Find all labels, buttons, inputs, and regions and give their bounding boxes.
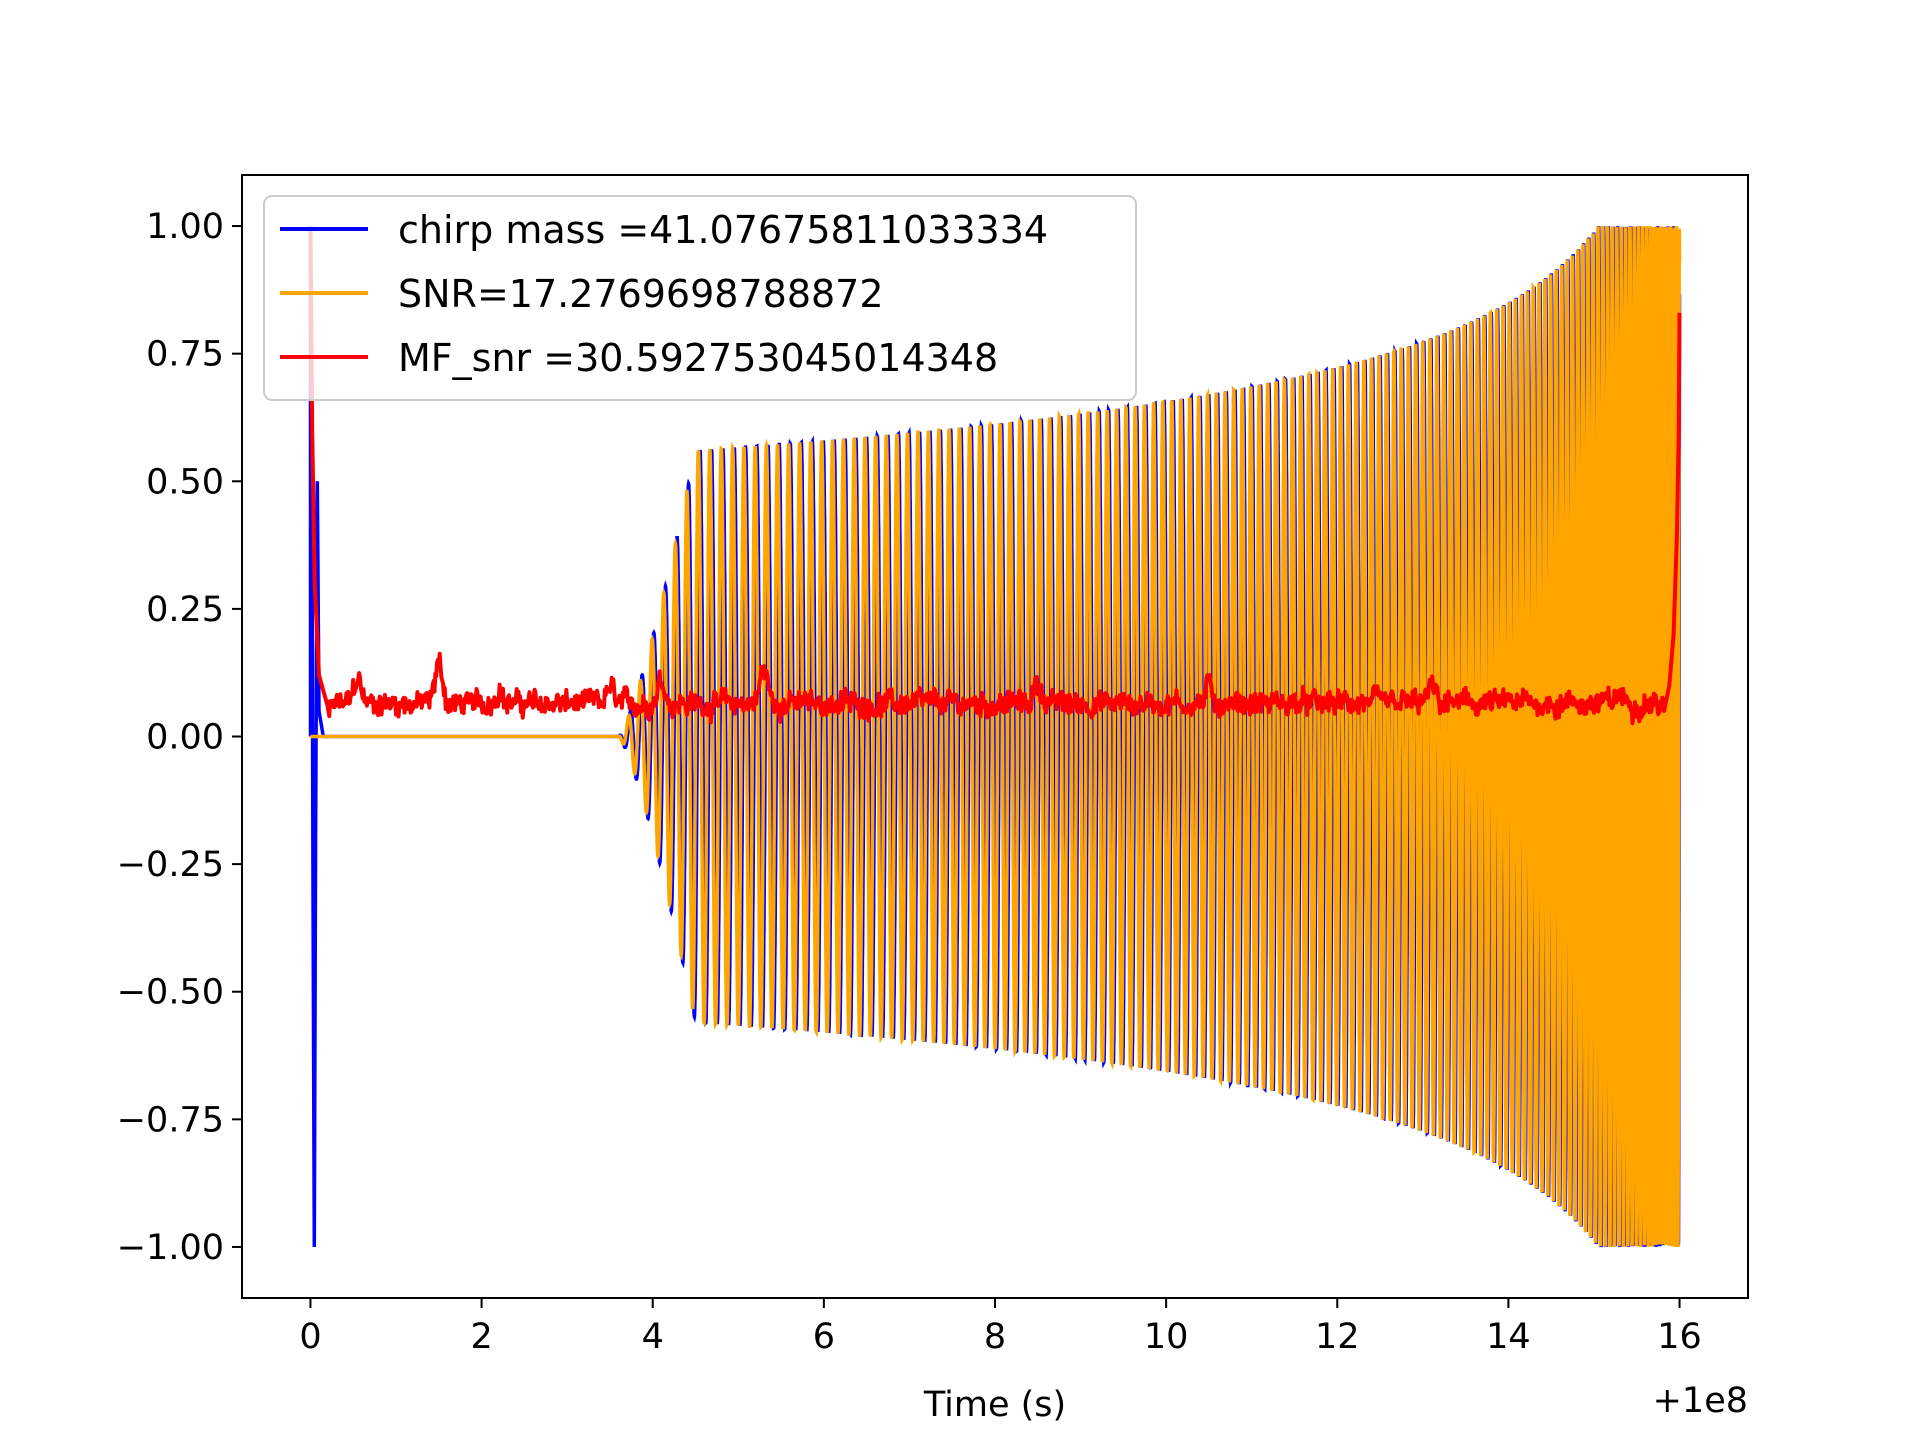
x-tick-label: 8 bbox=[984, 1317, 1006, 1357]
legend-entry-chirp-mass: chirp mass =41.07675811033334 bbox=[398, 208, 1048, 252]
series-line-snr bbox=[310, 225, 1682, 1248]
y-tick-label: −1.00 bbox=[117, 1228, 224, 1268]
y-tick-label: −0.25 bbox=[117, 845, 224, 885]
series-layer bbox=[308, 225, 1682, 1248]
x-offset-label: +1e8 bbox=[1653, 1381, 1748, 1421]
y-tick-label: 0.00 bbox=[146, 718, 224, 758]
series-line-mf-snr bbox=[308, 225, 1682, 726]
x-tick-label: 10 bbox=[1144, 1317, 1189, 1357]
legend-box bbox=[263, 195, 1137, 401]
ticks-layer: 0 2 4 6 8 10 12 14 16 1.00 0.75 0.50 0.25 0.00 −0.25 −0… bbox=[117, 207, 1702, 1357]
y-tick-label: 0.75 bbox=[146, 335, 224, 375]
y-tick-label: 0.25 bbox=[146, 590, 224, 630]
x-tick-label: 0 bbox=[299, 1317, 321, 1357]
x-tick-label: 2 bbox=[470, 1317, 492, 1357]
x-tick-label: 12 bbox=[1315, 1317, 1360, 1357]
x-tick-label: 16 bbox=[1657, 1317, 1702, 1357]
y-tick-label: 0.50 bbox=[146, 462, 224, 502]
y-tick-label: 1.00 bbox=[146, 207, 224, 247]
y-tick-label: −0.50 bbox=[117, 973, 224, 1013]
legend-entry-snr: SNR=17.2769698788872 bbox=[398, 272, 884, 316]
x-tick-label: 4 bbox=[642, 1317, 664, 1357]
x-axis-label: Time (s) bbox=[923, 1385, 1066, 1425]
y-tick-label: −0.75 bbox=[117, 1100, 224, 1140]
legend: chirp mass =41.07675811033334 SNR=17.276… bbox=[263, 195, 1137, 401]
x-tick-label: 6 bbox=[813, 1317, 835, 1357]
x-tick-label: 14 bbox=[1486, 1317, 1531, 1357]
legend-entry-mf-snr: MF_snr =30.592753045014348 bbox=[398, 336, 998, 380]
